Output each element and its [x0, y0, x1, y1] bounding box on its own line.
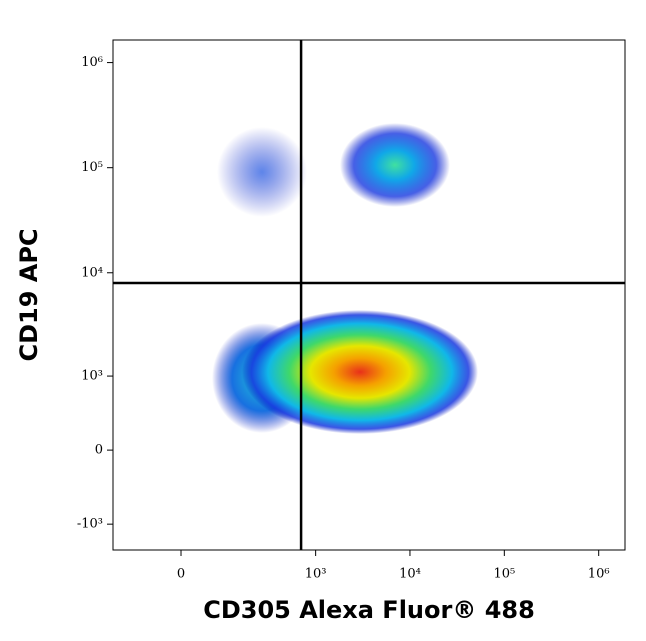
- x-tick-label: 10⁴: [399, 567, 421, 582]
- density-blob: [217, 127, 307, 217]
- x-axis-title: CD305 Alexa Fluor® 488: [203, 596, 535, 624]
- y-tick-label: -10³: [77, 517, 103, 532]
- x-tick-label: 10⁶: [588, 567, 610, 582]
- density-blob: [340, 123, 450, 207]
- y-tick-label: 10⁶: [81, 55, 103, 70]
- x-tick-label: 10³: [305, 567, 327, 582]
- y-axis-title: CD19 APC: [15, 228, 43, 361]
- x-tick-label: 10⁵: [493, 567, 515, 582]
- y-tick-label: 0: [95, 443, 103, 458]
- y-tick-label: 10⁵: [81, 160, 103, 175]
- density-blob: [242, 310, 478, 434]
- y-tick-label: 10³: [81, 369, 103, 384]
- plot-area: [112, 39, 626, 551]
- y-tick-label: 10⁴: [81, 265, 103, 280]
- x-tick-label: 0: [177, 567, 185, 582]
